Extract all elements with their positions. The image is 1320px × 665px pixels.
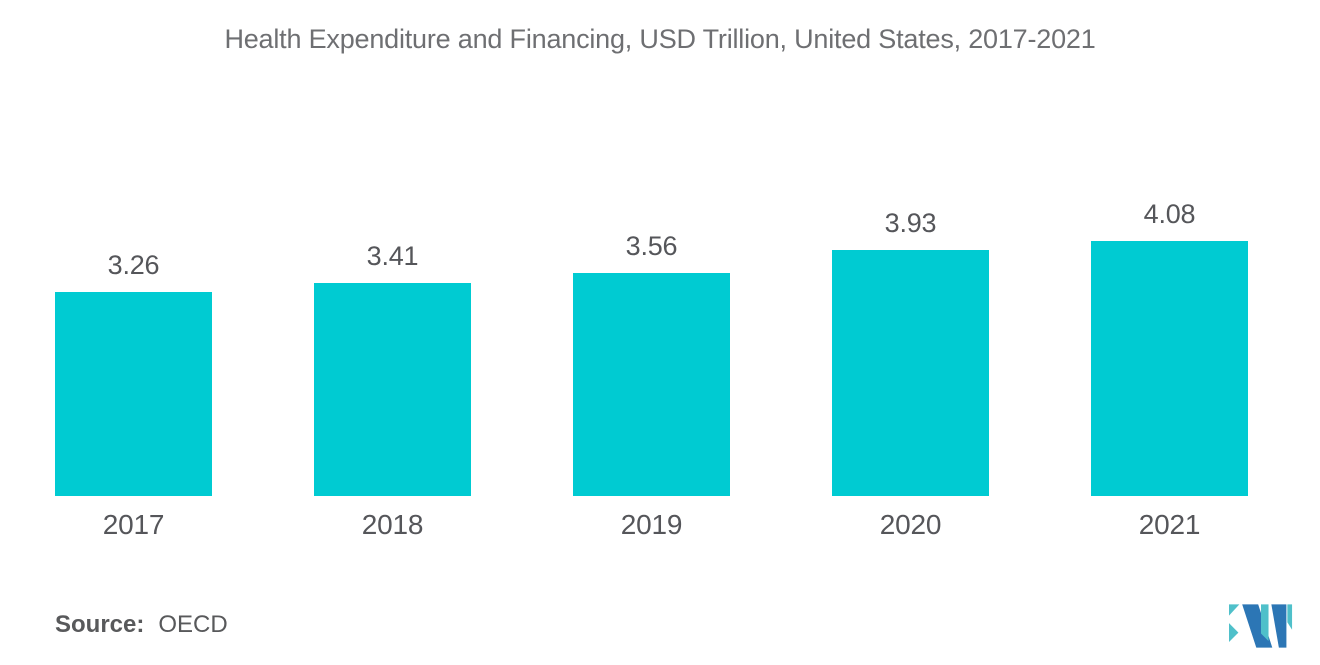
logo-shape-teal-topleft <box>1229 604 1240 616</box>
x-axis-label: 2017 <box>102 509 165 540</box>
mordor-intelligence-logo <box>1229 604 1293 648</box>
bar-column: 3.26 2017 <box>55 0 212 548</box>
x-axis-label: 2018 <box>361 509 424 540</box>
source-label: Source: <box>55 611 145 638</box>
bar-value-label: 3.26 <box>107 249 160 280</box>
bar <box>55 291 212 496</box>
source-value: OECD <box>158 611 228 638</box>
bar-value-label: 3.41 <box>366 240 419 271</box>
x-axis-label: 2020 <box>879 509 942 540</box>
bar <box>1091 240 1248 496</box>
bar-value-label: 3.93 <box>884 208 937 238</box>
bar-column: 3.41 2018 <box>314 0 471 548</box>
logo-shape-teal-bar <box>1261 604 1269 642</box>
bar <box>314 282 471 496</box>
logo-shape-blue-right <box>1271 604 1287 648</box>
bar-column: 3.56 2019 <box>573 0 730 548</box>
chart-title: Health Expenditure and Financing, USD Tr… <box>224 24 1096 54</box>
bar <box>573 273 730 496</box>
source-line: Source: OECD <box>55 611 228 639</box>
bar-column: 4.08 2021 <box>1091 0 1248 548</box>
bar-column: 3.93 2020 <box>832 0 989 548</box>
logo-shape-teal-midleft <box>1229 623 1239 642</box>
bar-value-label: 3.56 <box>625 231 678 262</box>
x-axis-label: 2021 <box>1138 509 1201 540</box>
plot-area: 3.26 2017 3.41 2018 3.56 2019 3.93 2020 … <box>55 0 1248 548</box>
logo-shape-teal-right <box>1287 604 1293 630</box>
bar <box>832 250 989 496</box>
x-axis-label: 2019 <box>620 509 683 540</box>
bar-value-label: 4.08 <box>1143 198 1196 229</box>
